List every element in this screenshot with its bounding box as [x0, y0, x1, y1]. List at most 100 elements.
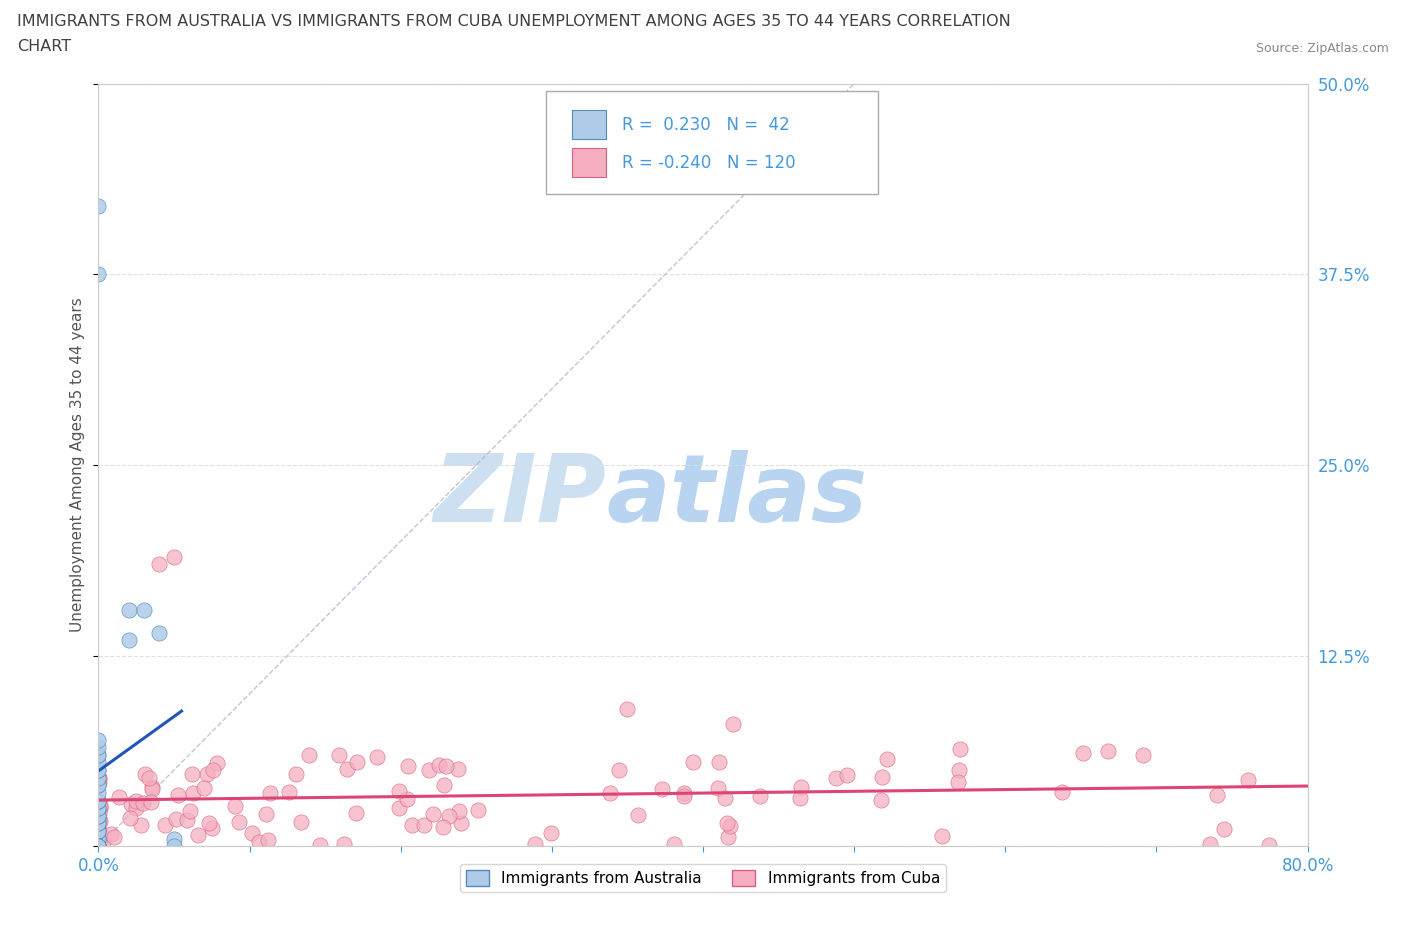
Point [163, 549, 186, 564]
Text: CHART: CHART [17, 39, 70, 54]
Point [434, 759, 457, 774]
Point [1071, 745, 1094, 760]
Point [148, 557, 170, 572]
Point [870, 770, 893, 785]
FancyBboxPatch shape [572, 148, 606, 177]
Point [87, 786, 110, 801]
Point [627, 808, 650, 823]
Point [254, 806, 277, 821]
Point [134, 767, 156, 782]
Point [87, 812, 110, 827]
Point [89, 832, 111, 847]
Point [87, 748, 110, 763]
Point [138, 770, 160, 785]
Point [707, 781, 730, 796]
Point [179, 804, 201, 818]
Point [198, 816, 221, 830]
Point [141, 781, 163, 796]
Point [89, 834, 111, 849]
Point [1132, 748, 1154, 763]
Point [87, 808, 110, 823]
Point [87, 763, 110, 777]
Point [125, 801, 148, 816]
Point [346, 754, 368, 769]
Point [1237, 773, 1260, 788]
Point [89, 833, 111, 848]
Point [87, 824, 110, 839]
Point [948, 762, 970, 777]
Point [228, 814, 250, 829]
Point [139, 795, 162, 810]
Point [714, 790, 737, 805]
Point [89, 800, 111, 815]
Text: atlas: atlas [606, 449, 868, 541]
Point [332, 836, 354, 851]
Point [447, 762, 470, 777]
Point [224, 799, 246, 814]
Point [89, 813, 111, 828]
Point [467, 803, 489, 817]
Point [607, 763, 630, 777]
Point [1097, 743, 1119, 758]
Point [132, 796, 155, 811]
Point [673, 789, 696, 804]
Point [662, 837, 685, 852]
Point [1050, 784, 1073, 799]
Point [100, 827, 122, 842]
Point [1213, 822, 1236, 837]
Point [432, 819, 454, 834]
Point [651, 781, 673, 796]
Point [298, 748, 321, 763]
Point [121, 796, 143, 811]
Point [87, 732, 110, 747]
Point [89, 800, 111, 815]
Point [87, 839, 110, 854]
Point [87, 831, 110, 846]
Point [437, 809, 460, 824]
Point [427, 758, 450, 773]
Text: ZIP: ZIP [433, 449, 606, 541]
Point [523, 836, 546, 851]
Text: R = -0.240   N = 120: R = -0.240 N = 120 [621, 154, 796, 172]
Point [108, 790, 131, 804]
Point [87, 808, 110, 823]
Point [163, 839, 186, 854]
Point [132, 603, 155, 618]
Point [89, 805, 111, 820]
Point [120, 811, 142, 826]
Point [716, 816, 738, 830]
Point [540, 826, 562, 841]
Point [717, 830, 740, 844]
Point [91, 834, 114, 849]
Point [87, 267, 110, 282]
Point [718, 818, 741, 833]
Point [125, 793, 148, 808]
Point [87, 793, 110, 808]
Point [165, 812, 187, 827]
Point [290, 815, 312, 830]
Point [195, 766, 218, 781]
Point [748, 789, 770, 804]
Point [87, 816, 110, 830]
Point [87, 793, 110, 808]
Point [87, 198, 110, 213]
Point [187, 828, 209, 843]
Point [118, 633, 141, 648]
Point [388, 801, 411, 816]
Point [87, 739, 110, 754]
Point [949, 741, 972, 756]
Point [396, 791, 419, 806]
Point [825, 770, 848, 785]
Point [89, 775, 111, 790]
Point [418, 763, 440, 777]
Point [87, 793, 110, 808]
Point [870, 793, 893, 808]
Point [422, 806, 444, 821]
Point [87, 839, 110, 854]
Point [401, 818, 423, 833]
Point [87, 777, 110, 792]
Point [433, 777, 456, 792]
Point [87, 839, 110, 854]
Point [201, 820, 224, 835]
Point [1257, 838, 1279, 853]
